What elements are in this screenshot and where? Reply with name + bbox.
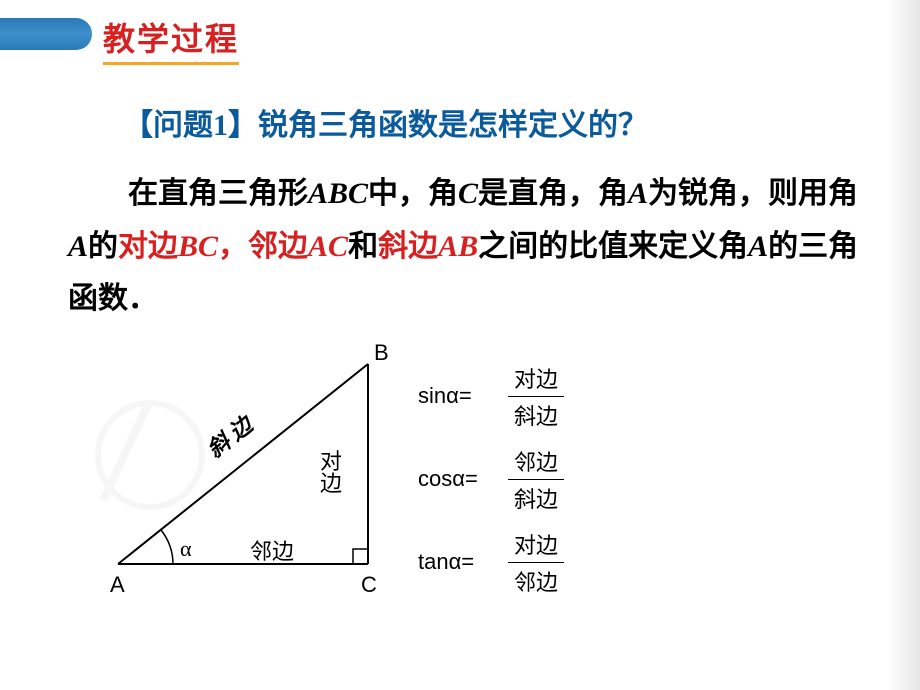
AB: AB xyxy=(438,230,478,263)
question-line: 【问题1】锐角三角函数是怎样定义的？ xyxy=(123,100,860,144)
ABC: ABC xyxy=(308,177,368,210)
triangle-svg xyxy=(68,334,398,604)
lower-row: A B C α 斜 边 对 边 邻边 sinα= 对边 斜边 cosα= 邻边 … xyxy=(68,334,860,611)
tan-denominator: 邻边 xyxy=(508,563,564,597)
txt: 的 xyxy=(88,230,118,263)
body-paragraph: 在直角三角形ABC中，角C是直角，角A为锐角，则用角A的对边BC，邻边AC和斜边… xyxy=(68,168,860,326)
alpha-label: α xyxy=(180,536,192,562)
C: C xyxy=(458,177,478,210)
header-title: 教学过程 xyxy=(103,14,239,65)
cos-denominator: 斜边 xyxy=(508,480,564,514)
sin-fraction: 对边 斜边 xyxy=(508,362,564,431)
angle-arc xyxy=(161,530,173,564)
question-label: 【问题1】 xyxy=(123,109,258,142)
sin-formula: sinα= 对边 斜边 xyxy=(418,362,564,431)
A: A xyxy=(748,230,768,263)
cos-numerator: 邻边 xyxy=(508,445,564,480)
BC: BC xyxy=(178,230,218,263)
tan-fraction: 对边 邻边 xyxy=(508,528,564,597)
sin-denominator: 斜边 xyxy=(508,397,564,431)
formulas-block: sinα= 对边 斜边 cosα= 邻边 斜边 tanα= 对边 邻边 xyxy=(418,334,564,611)
A: A xyxy=(68,230,88,263)
adjacent-label: 邻边 xyxy=(248,230,308,263)
hypotenuse-label: 斜边 xyxy=(378,230,438,263)
vertex-B: B xyxy=(374,340,389,366)
A: A xyxy=(628,177,648,210)
content-area: 【问题1】锐角三角函数是怎样定义的？ 在直角三角形ABC中，角C是直角，角A为锐… xyxy=(0,60,920,611)
sin-label: sinα= xyxy=(418,383,498,409)
right-angle-icon xyxy=(353,549,368,564)
txt: 之间的比值来定义角 xyxy=(478,230,748,263)
AC: AC xyxy=(308,230,348,263)
cos-formula: cosα= 邻边 斜边 xyxy=(418,445,564,514)
opposite-text-2: 边 xyxy=(320,466,342,498)
sep: ， xyxy=(218,230,248,263)
txt: 中，角 xyxy=(368,177,458,210)
sin-numerator: 对边 xyxy=(508,362,564,397)
tan-label: tanα= xyxy=(418,549,498,575)
header: 教学过程 xyxy=(0,0,920,60)
txt: 和 xyxy=(348,230,378,263)
txt: 在直角三角形 xyxy=(128,177,308,210)
cos-label: cosα= xyxy=(418,466,498,492)
cos-fraction: 邻边 斜边 xyxy=(508,445,564,514)
tan-numerator: 对边 xyxy=(508,528,564,563)
question-text: 锐角三角函数是怎样定义的？ xyxy=(258,109,648,142)
triangle-diagram: A B C α 斜 边 对 边 邻边 xyxy=(68,334,398,604)
txt: 是直角，角 xyxy=(478,177,628,210)
txt: 为锐角，则用角 xyxy=(648,177,858,210)
opposite-label: 对边 xyxy=(118,230,178,263)
header-accent-bar xyxy=(0,18,92,50)
tan-formula: tanα= 对边 邻边 xyxy=(418,528,564,597)
vertex-C: C xyxy=(361,572,377,598)
vertex-A: A xyxy=(110,572,125,598)
adjacent-text: 邻边 xyxy=(250,534,294,566)
